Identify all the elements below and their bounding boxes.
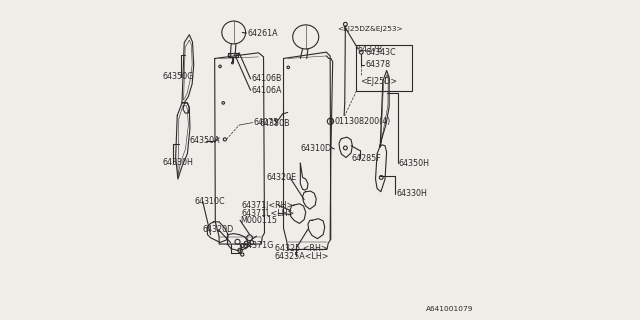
Text: 011308200(4): 011308200(4) xyxy=(335,117,391,126)
Text: 64285F: 64285F xyxy=(351,154,381,163)
Text: M000115: M000115 xyxy=(240,216,277,225)
Text: 64371J<RH>: 64371J<RH> xyxy=(242,201,294,210)
Text: 64343C: 64343C xyxy=(366,48,397,57)
Text: 64325A<LH>: 64325A<LH> xyxy=(275,252,330,261)
Text: 64106B: 64106B xyxy=(251,74,282,83)
Text: 64106A: 64106A xyxy=(251,86,282,95)
Bar xyxy=(232,58,234,62)
Text: A641001079: A641001079 xyxy=(426,306,474,312)
Text: B: B xyxy=(328,118,333,124)
Text: 64378: 64378 xyxy=(366,60,391,69)
Text: 64350B: 64350B xyxy=(260,119,291,128)
Text: 64310D: 64310D xyxy=(301,144,332,153)
Bar xyxy=(228,53,237,57)
Text: 64075: 64075 xyxy=(253,118,278,127)
Text: 64371L<LH>: 64371L<LH> xyxy=(242,209,295,219)
Text: 64350G: 64350G xyxy=(163,72,194,81)
Text: 64350A: 64350A xyxy=(190,136,221,146)
Text: 64261A: 64261A xyxy=(247,28,278,38)
Text: 64325 <RH>: 64325 <RH> xyxy=(275,244,328,253)
Text: 64320E: 64320E xyxy=(267,173,297,182)
Text: 64371G: 64371G xyxy=(243,241,274,250)
Text: <EJ25D>: <EJ25D> xyxy=(360,77,397,86)
Text: <EJ25DZ&EJ253>: <EJ25DZ&EJ253> xyxy=(337,26,403,32)
Text: 64378: 64378 xyxy=(357,45,383,54)
Bar xyxy=(356,45,412,91)
Text: 64330H: 64330H xyxy=(396,189,427,198)
Text: 64320D: 64320D xyxy=(203,225,234,234)
Text: 64350H: 64350H xyxy=(399,159,429,168)
Text: 64330H: 64330H xyxy=(163,158,193,167)
Text: 64310C: 64310C xyxy=(195,197,225,206)
